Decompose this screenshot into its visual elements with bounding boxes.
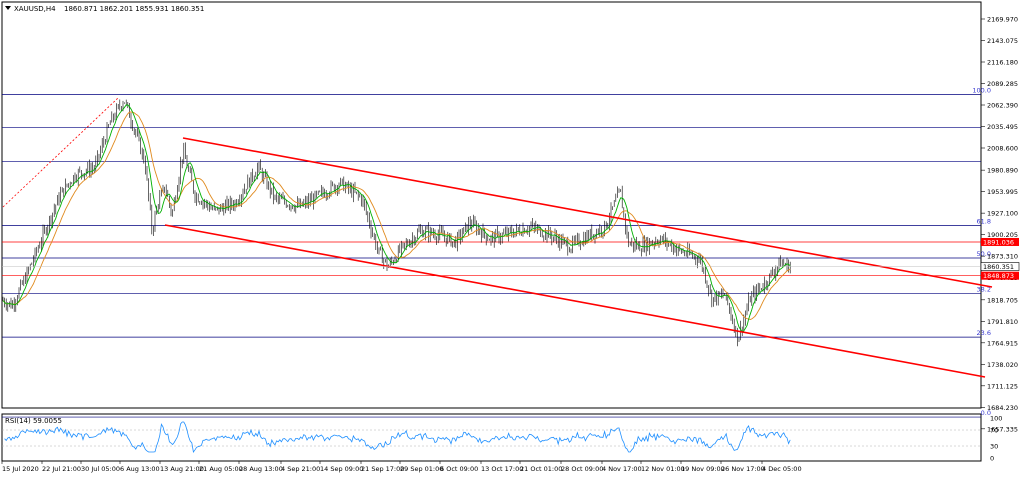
level-price-text: 1848.873 [983, 272, 1014, 280]
price-tick-label: 1900.205 [987, 231, 1018, 239]
price-tick-label: 1738.020 [987, 361, 1018, 369]
symbol-label: XAUUSD,H4 [14, 5, 56, 13]
time-tick-label: 12 Nov 01:00 [641, 465, 685, 473]
price-tick-label: 2008.600 [987, 145, 1018, 153]
rsi-axis-label: 100 [990, 415, 1002, 423]
price-tick-label: 1927.100 [987, 210, 1018, 218]
time-tick-label: 22 Jul 21:00 [42, 465, 81, 473]
fib-level-label: 38.2 [977, 286, 991, 294]
time-tick-label: 28 Oct 09:00 [561, 465, 603, 473]
fib-level-label: 100.0 [972, 87, 991, 95]
time-tick-label: 30 Jul 05:00 [81, 465, 120, 473]
price-tick-label: 1980.890 [987, 167, 1018, 175]
rsi-indicator: 100 70 30 0 [2, 415, 1002, 463]
level-price-box [981, 237, 1019, 246]
price-tick-label: 1684.230 [987, 404, 1018, 412]
time-tick-label: 28 Aug 13:00 [239, 465, 283, 473]
rsi-label: RSI(14) 59.0055 [5, 417, 62, 425]
time-tick-label: 19 Nov 09:00 [681, 465, 725, 473]
fib-level-label: 23.6 [977, 329, 991, 337]
fib-anchor-dashed-line[interactable] [2, 97, 119, 208]
channel-upper-line[interactable] [182, 137, 993, 288]
time-tick-label: 21 Aug 05:00 [199, 465, 243, 473]
collapse-triangle-icon[interactable] [5, 6, 11, 10]
price-tick-label: 2116.180 [987, 59, 1018, 67]
channel-lower-line[interactable] [164, 224, 986, 378]
time-tick-label: 6 Oct 09:00 [440, 465, 478, 473]
time-tick-label: 14 Sep 09:00 [320, 465, 363, 473]
horizontal-levels[interactable] [2, 241, 981, 277]
price-tick-label: 1873.310 [987, 253, 1018, 261]
fibonacci-levels[interactable]: 100.0 61.8 50.0 38.2 23.6 0.0 [2, 87, 991, 418]
price-tick-label: 1657.335 [987, 425, 1018, 433]
time-tick-label: 26 Nov 17:00 [721, 465, 765, 473]
price-tick-label: 1711.125 [987, 382, 1018, 390]
price-tick-label: 2062.390 [987, 102, 1018, 110]
rsi-axis-label: 70 [990, 427, 998, 435]
time-tick-label: 4 Dec 05:00 [762, 465, 802, 473]
level-price-text: 1891.036 [983, 238, 1014, 246]
price-tick-label: 2143.075 [987, 37, 1018, 45]
time-tick-label: 6 Aug 13:00 [120, 465, 160, 473]
time-axis[interactable]: 15 Jul 2020 22 Jul 21:00 30 Jul 05:00 6 Aug… [1, 461, 802, 473]
price-axis[interactable]: 2169.970 2143.075 2116.180 2089.285 2062.390… [981, 16, 1018, 434]
current-price-box [980, 262, 1020, 271]
price-tick-label: 1818.705 [987, 296, 1018, 304]
rsi-plot-frame[interactable] [1, 413, 982, 462]
time-tick-label: 21 Sep 17:00 [361, 465, 404, 473]
price-tick-label: 1791.810 [987, 318, 1018, 326]
time-tick-label: 21 Oct 01:00 [520, 465, 562, 473]
time-tick-label: 13 Aug 21:00 [160, 465, 204, 473]
fib-level-label: 61.8 [977, 218, 991, 226]
time-tick-label: 15 Jul 2020 [2, 465, 39, 473]
level-price-box [981, 271, 1019, 280]
moving-average-fast [2, 104, 791, 332]
main-plot-frame[interactable] [1, 1, 982, 409]
price-tick-label: 2035.495 [987, 123, 1018, 131]
time-tick-label: 29 Sep 01:00 [400, 465, 443, 473]
current-price-text: 1860.351 [983, 263, 1014, 271]
fib-level-label: 50.0 [977, 250, 991, 258]
rsi-axis-label: 0 [990, 455, 994, 463]
moving-average-slow [2, 111, 791, 320]
price-tick-label: 2169.970 [987, 16, 1018, 24]
price-tick-label: 1953.995 [987, 188, 1018, 196]
rsi-line [4, 421, 791, 453]
time-tick-label: 13 Oct 17:00 [481, 465, 523, 473]
rsi-axis-label: 30 [990, 443, 998, 451]
price-tick-label: 1764.915 [987, 339, 1018, 347]
time-tick-label: 4 Sep 21:00 [281, 465, 320, 473]
time-tick-label: 4 Nov 17:00 [602, 465, 642, 473]
fib-level-label: 0.0 [981, 409, 991, 417]
price-tick-label: 2089.285 [987, 80, 1018, 88]
ohlc-readout: 1860.871 1862.201 1855.931 1860.351 [64, 5, 204, 13]
